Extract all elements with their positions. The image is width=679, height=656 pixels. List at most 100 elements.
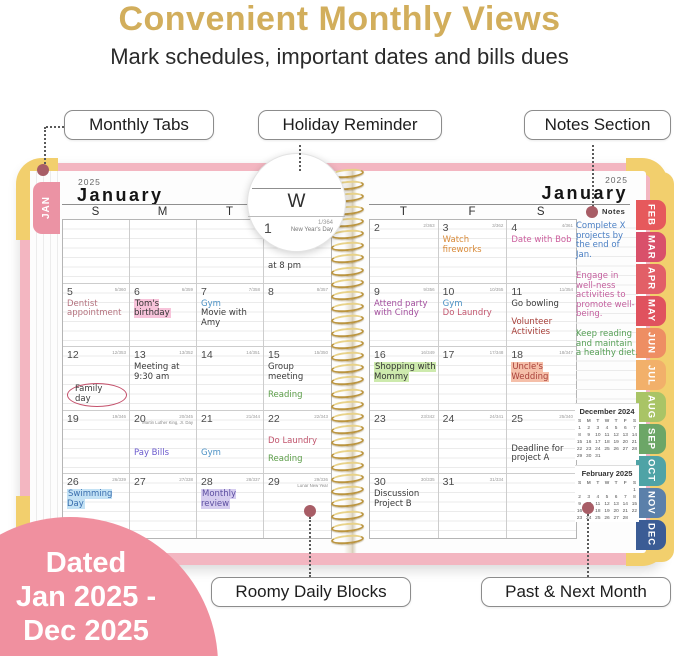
day-number: 27: [134, 476, 146, 489]
handwritten-event: Deadline for project A: [511, 443, 564, 464]
mini-cal-day: 16: [576, 509, 583, 514]
day-of-year: 13/352: [179, 350, 193, 356]
day-number: 24: [442, 412, 455, 425]
day-of-year: 2/363: [423, 223, 435, 228]
connector-line: [309, 517, 311, 577]
tab-label: JUN: [645, 331, 657, 354]
mini-cal-day: 14: [622, 502, 628, 507]
day-number: 14: [201, 349, 213, 362]
day-cell-3: 3 3/362 Watch fireworks: [438, 220, 508, 284]
day-cell-23: 23 23/342: [370, 410, 439, 475]
note-entry: Keep reading and maintain a healthy diet…: [576, 329, 638, 358]
dated-badge-text: Dated Jan 2025 - Dec 2025: [2, 546, 170, 648]
day-header: S: [536, 206, 545, 218]
tab-nov: NOV: [636, 488, 666, 518]
day-of-year: 9/356: [423, 286, 435, 292]
mini-calendar-title: December 2024: [575, 403, 639, 416]
day-number: 16: [374, 349, 386, 362]
handwritten-event: Reading: [268, 454, 303, 465]
day-number: 23: [374, 412, 386, 425]
day-of-year: 12/353: [112, 350, 126, 356]
tab-jan: JAN: [33, 182, 60, 234]
day-number: 20: [134, 412, 146, 425]
day-cell-31: 31 31/334: [438, 474, 508, 538]
page-subtitle: Mark schedules, important dates and bill…: [110, 44, 569, 69]
day-of-year: 24/341: [489, 413, 504, 419]
mini-cal-day: 4: [605, 426, 609, 431]
mini-cal-day: 15: [631, 502, 638, 507]
mini-cal-day: 16: [586, 440, 592, 445]
mini-cal-day: 4: [596, 495, 600, 500]
holiday-magnifier: W 1 1/364 New Year's Day: [247, 153, 346, 252]
handwritten-event: Family day: [67, 383, 127, 408]
mini-calendar-title: February 2025: [575, 465, 639, 478]
day-cell-30: 30 30/335 Discussion Project B: [370, 474, 439, 538]
day-cell-11: 11 11/354 Go bowling Volunteer Activities: [507, 283, 576, 348]
day-cell-13: 13 13/352 Meeting at 9:30 am: [130, 347, 197, 411]
mini-cal-header: M: [586, 419, 591, 424]
day-number: 28: [201, 476, 213, 489]
day-of-year: 8/357: [316, 286, 328, 292]
day-of-year: 17/348: [489, 350, 504, 356]
day-cell-21: 21 21/344 Gym: [197, 410, 264, 475]
handwritten-event: Discussion Project B: [374, 489, 420, 509]
handwritten-event: Tom's birthday: [134, 298, 171, 319]
connector-dot: [582, 502, 594, 514]
day-of-year: 20/345: [179, 413, 193, 419]
day-number: 9: [374, 285, 380, 298]
magnifier-rule: [252, 188, 341, 189]
tab-label: JUL: [645, 364, 657, 386]
handwritten-event: Date with Bob: [511, 235, 572, 245]
day-cell-empty: [63, 220, 130, 284]
day-cell-empty: [197, 220, 264, 284]
day-of-year: 5/360: [114, 286, 126, 292]
mini-cal-header: M: [586, 481, 591, 486]
mini-cal-day: 13: [622, 433, 628, 438]
day-cell-17: 17 17/348: [438, 347, 508, 411]
day-of-year: 14/351: [246, 350, 260, 356]
notes-header: Notes: [602, 207, 626, 216]
day-of-year: 15/350: [314, 350, 328, 356]
mini-cal-day: 7: [623, 495, 627, 500]
day-header: M: [157, 206, 168, 218]
tab-label: DEC: [645, 523, 657, 547]
tab-may: MAY: [636, 296, 666, 326]
handwritten-event: Gym: [201, 447, 221, 458]
page-center-gap: [344, 171, 360, 553]
day-cell-27: 27 27/338: [130, 474, 197, 538]
day-of-year: 11/354: [559, 286, 573, 292]
connector-dot: [304, 505, 316, 517]
day-cell-empty: [507, 474, 576, 538]
day-cell-19: 19 19/346: [63, 410, 130, 475]
day-cell-2: 2 2/363: [370, 220, 439, 284]
tab-label: AUG: [645, 394, 657, 420]
tab-label: MAR: [645, 234, 657, 260]
day-number: 18: [511, 349, 524, 362]
tab-label: SEP: [645, 427, 657, 450]
mini-cal-blank: [575, 487, 584, 494]
day-cell-18: 18 18/347 Uncle's Wedding: [507, 347, 576, 411]
handwritten-event: Gym: [442, 298, 463, 309]
mini-cal-header: S: [577, 419, 582, 424]
mini-cal-day: 28: [631, 447, 638, 452]
connector-line: [46, 126, 64, 128]
day-cell-empty: [130, 220, 197, 284]
note-entry: Complete X projects by the end of Jan.: [576, 221, 626, 260]
handwritten-event: Go bowling: [511, 298, 559, 309]
mini-cal-day: 13: [613, 502, 619, 507]
day-of-year: 27/338: [179, 477, 193, 483]
day-of-year: 25/340: [559, 413, 573, 419]
handwritten-event: Shopping with Mommy: [374, 362, 436, 382]
mini-cal-day: 22: [576, 447, 583, 452]
day-number: 3: [442, 222, 449, 234]
handwritten-event: Attend party with Cindy: [374, 298, 428, 319]
connector-line: [587, 514, 589, 577]
mini-cal-day: 3: [596, 426, 600, 431]
day-of-year: 22/343: [314, 413, 328, 419]
mini-cal-header: T: [614, 481, 618, 486]
tab-jun: JUN: [636, 328, 666, 358]
tab-oct: OCT: [636, 456, 666, 486]
mini-cal-day: 7: [633, 426, 636, 431]
